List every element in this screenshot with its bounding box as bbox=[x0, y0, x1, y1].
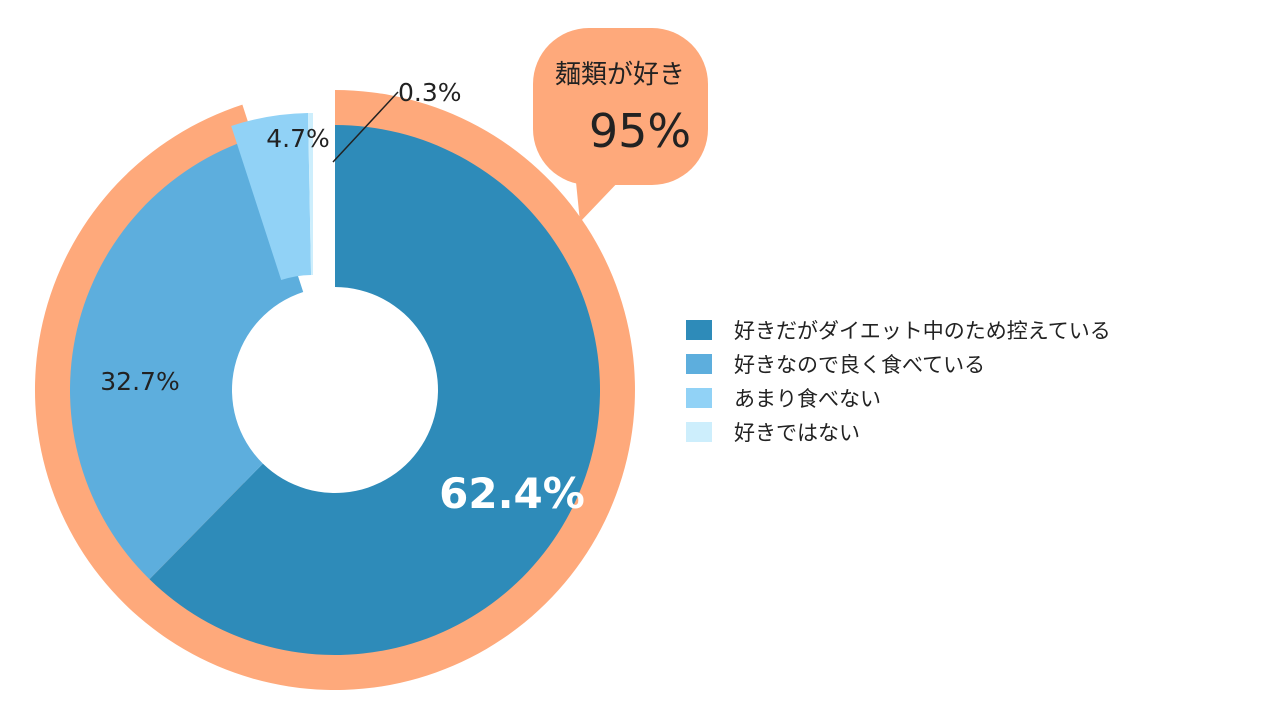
callout-value: 95% bbox=[589, 104, 691, 158]
legend-item-3: あまり食べない bbox=[686, 381, 1111, 415]
slice-label-3: 4.7% bbox=[266, 124, 330, 153]
slice-label-1: 62.4% bbox=[439, 469, 585, 518]
legend-swatch bbox=[686, 422, 712, 442]
slice-label-4: 0.3% bbox=[398, 78, 462, 107]
callout-bubble: 麺類が好き 95% bbox=[533, 28, 708, 222]
slice-4 bbox=[308, 113, 313, 276]
legend-label: あまり食べない bbox=[734, 387, 881, 411]
legend-item-4: 好きではない bbox=[686, 415, 1111, 449]
slice-3 bbox=[231, 113, 312, 281]
legend-label: 好きなので良く食べている bbox=[734, 353, 986, 377]
legend: 好きだがダイエット中のため控えている 好きなので良く食べている あまり食べない 好きで… bbox=[686, 313, 1111, 449]
slice-2 bbox=[70, 137, 304, 580]
legend-item-1: 好きだがダイエット中のため控えている bbox=[686, 313, 1111, 347]
legend-swatch bbox=[686, 320, 712, 340]
legend-swatch bbox=[686, 354, 712, 374]
callout-body bbox=[533, 28, 708, 185]
legend-label: 好きではない bbox=[734, 421, 860, 445]
callout-title: 麺類が好き bbox=[555, 60, 685, 90]
legend-swatch bbox=[686, 388, 712, 408]
slice-1 bbox=[149, 124, 601, 655]
slice-label-2: 32.7% bbox=[100, 367, 179, 396]
donut-slices bbox=[70, 113, 601, 655]
leader-line bbox=[332, 91, 399, 163]
legend-item-2: 好きなので良く食べている bbox=[686, 347, 1111, 381]
legend-label: 好きだがダイエット中のため控えている bbox=[734, 319, 1111, 343]
slice-labels: 62.4% 32.7% 4.7% 0.3% bbox=[100, 78, 585, 518]
